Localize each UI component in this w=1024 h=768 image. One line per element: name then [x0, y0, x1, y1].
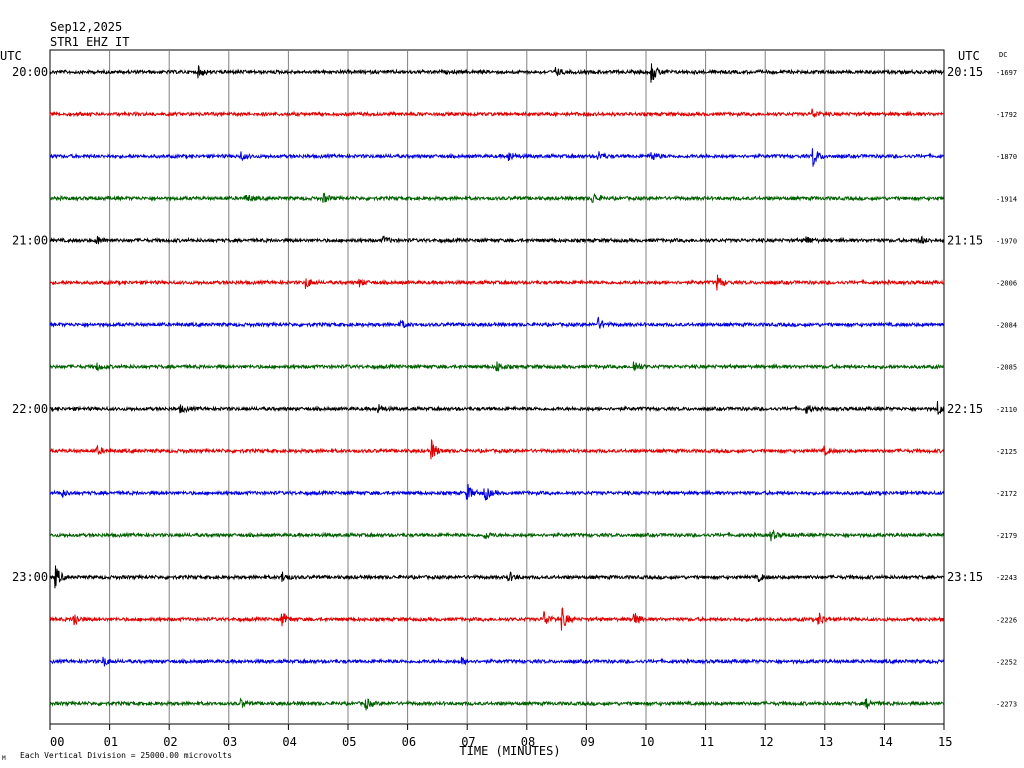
row-time-left: 22:00 — [12, 402, 48, 416]
trace-line — [49, 316, 945, 329]
dc-label: DC — [999, 51, 1007, 59]
station-label: STR1 EHZ IT — [50, 35, 130, 49]
row-dc-value: -2243 — [996, 574, 1017, 582]
row-dc-value: -2084 — [996, 322, 1017, 330]
x-tick-label: 13 — [819, 735, 833, 749]
trace-line — [49, 148, 945, 167]
row-dc-value: -2226 — [996, 616, 1017, 624]
trace-line — [49, 192, 945, 203]
x-tick-label: 05 — [342, 735, 356, 749]
corner-mark: M — [2, 755, 6, 762]
row-dc-value: -2252 — [996, 658, 1017, 666]
row-dc-value: -2125 — [996, 448, 1017, 456]
x-tick-label: 10 — [640, 735, 654, 749]
trace-line — [49, 361, 945, 372]
x-tick-label: 14 — [878, 735, 892, 749]
trace-line — [49, 235, 945, 245]
trace-line — [49, 274, 945, 291]
x-tick-label: 00 — [50, 735, 64, 749]
x-axis-title: TIME (MINUTES) — [459, 744, 560, 758]
x-tick-label: 02 — [163, 735, 177, 749]
chart-grid — [49, 49, 945, 730]
trace-line — [49, 565, 945, 589]
row-dc-value: -2273 — [996, 701, 1017, 709]
chart-labels: 00 01 02 03 04 05 06 07 08 09 10 11 12 13 14 15 20:00 20:… — [12, 65, 1017, 749]
row-time-left: 20:00 — [12, 65, 48, 79]
row-dc-value: -2006 — [996, 280, 1017, 288]
seismic-traces — [49, 63, 945, 711]
date-label: Sep12,2025 — [50, 20, 123, 34]
row-dc-value: -2179 — [996, 532, 1017, 540]
scale-note: Each Vertical Division = 25000.00 microv… — [20, 751, 232, 760]
row-time-left: 23:00 — [12, 570, 48, 584]
row-dc-value: -1870 — [996, 153, 1017, 161]
x-tick-label: 03 — [223, 735, 237, 749]
row-dc-value: -2172 — [996, 490, 1017, 498]
x-tick-label: 07 — [461, 735, 475, 749]
utc-left-label: UTC — [0, 49, 22, 63]
trace-line — [49, 697, 945, 711]
x-tick-label: 01 — [104, 735, 118, 749]
plot-frame — [49, 49, 945, 725]
x-tick-label: 08 — [521, 735, 535, 749]
row-time-right: 23:15 — [947, 570, 983, 584]
trace-line — [49, 656, 945, 667]
x-tick-label: 15 — [938, 735, 952, 749]
row-dc-value: -2085 — [996, 364, 1017, 372]
row-dc-value: -1970 — [996, 237, 1017, 245]
trace-line — [49, 108, 945, 118]
utc-right-label: UTC — [958, 49, 980, 63]
x-tick-label: 12 — [759, 735, 773, 749]
x-tick-label: 04 — [282, 735, 296, 749]
x-tick-label: 09 — [580, 735, 594, 749]
row-time-right: 20:15 — [947, 65, 983, 79]
row-dc-value: -1792 — [996, 111, 1017, 119]
trace-line — [49, 400, 945, 415]
trace-line — [49, 439, 945, 460]
x-tick-label: 11 — [700, 735, 714, 749]
trace-line — [49, 529, 945, 542]
row-time-left: 21:00 — [12, 233, 48, 247]
trace-line — [49, 607, 945, 631]
trace-line — [49, 483, 945, 501]
x-tick-label: 06 — [402, 735, 416, 749]
row-dc-value: -2110 — [996, 406, 1017, 414]
row-time-right: 21:15 — [947, 233, 983, 247]
trace-line — [49, 63, 945, 83]
row-dc-value: -1697 — [996, 69, 1017, 77]
row-time-right: 22:15 — [947, 402, 983, 416]
row-dc-value: -1914 — [996, 195, 1017, 203]
